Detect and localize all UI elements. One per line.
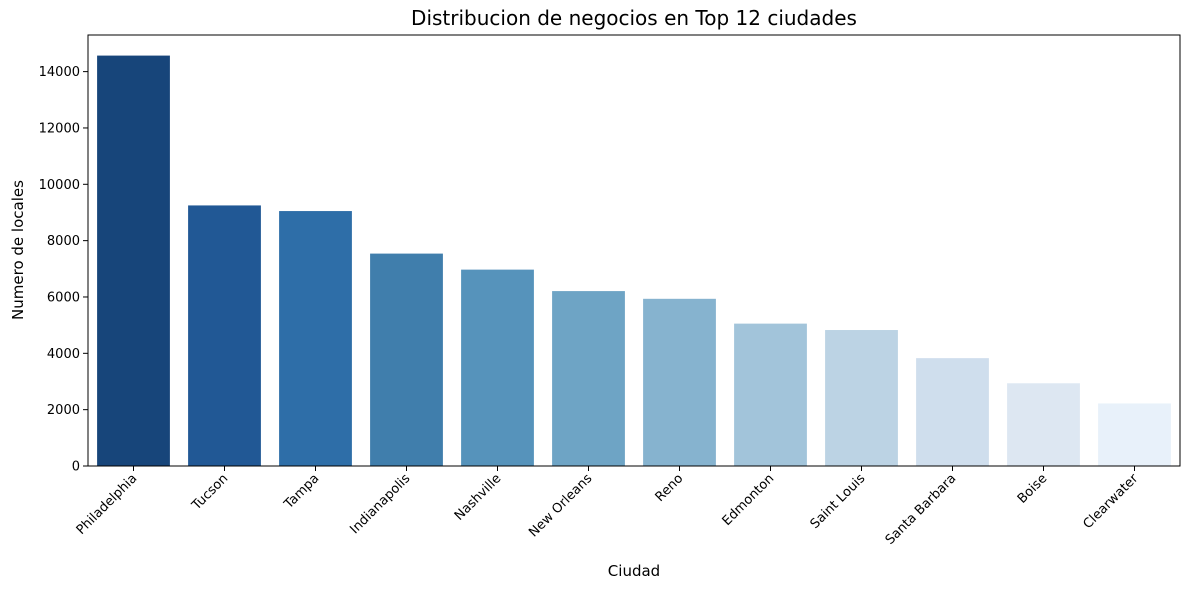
bar-santa-barbara (916, 358, 989, 466)
bar-indianapolis (370, 253, 443, 466)
x-tick-label: Tucson (189, 471, 232, 514)
y-tick-label: 14000 (39, 65, 80, 80)
bar-philadelphia (97, 55, 170, 466)
x-tick-label: Nashville (452, 471, 504, 523)
chart-title: Distribucion de negocios en Top 12 ciuda… (411, 6, 857, 30)
plot-area: 0 2000 4000 6000 8000 10000 12000 14000 Philadel… (39, 34, 1181, 548)
x-tick-label: Tampa (281, 471, 322, 512)
bar-reno (643, 298, 716, 466)
plot-frame (87, 34, 1181, 467)
x-tick-label: Reno (653, 471, 687, 505)
y-tick-label: 0 (72, 460, 80, 475)
y-tick-label: 6000 (47, 290, 80, 305)
x-tick-label: Boise (1015, 471, 1051, 507)
bar-clearwater (1098, 403, 1171, 466)
x-axis-label: Ciudad (608, 562, 660, 580)
x-tick-label: Santa Barbara (883, 471, 960, 548)
bar-boise (1007, 383, 1080, 466)
x-tick-label: Indianapolis (347, 471, 413, 537)
y-tick-label: 2000 (47, 403, 80, 418)
bar-saint-louis (825, 330, 898, 466)
bar-edmonton (734, 323, 807, 466)
x-tick-label: Edmonton (720, 471, 778, 529)
y-tick-label: 12000 (39, 121, 80, 136)
bar-tucson (188, 205, 261, 466)
bar-tampa (279, 211, 352, 466)
x-tick-label: Philadelphia (74, 471, 141, 538)
y-tick-label: 8000 (47, 234, 80, 249)
x-tick-label: Saint Louis (808, 471, 869, 532)
y-tick-label: 4000 (47, 347, 80, 362)
bar-new-orleans (552, 291, 625, 466)
x-tick-label: New Orleans (526, 471, 595, 540)
y-axis-label: Numero de locales (9, 180, 27, 320)
x-tick-label: Clearwater (1080, 471, 1141, 532)
y-tick-label: 10000 (39, 178, 80, 193)
bar-nashville (461, 269, 534, 466)
